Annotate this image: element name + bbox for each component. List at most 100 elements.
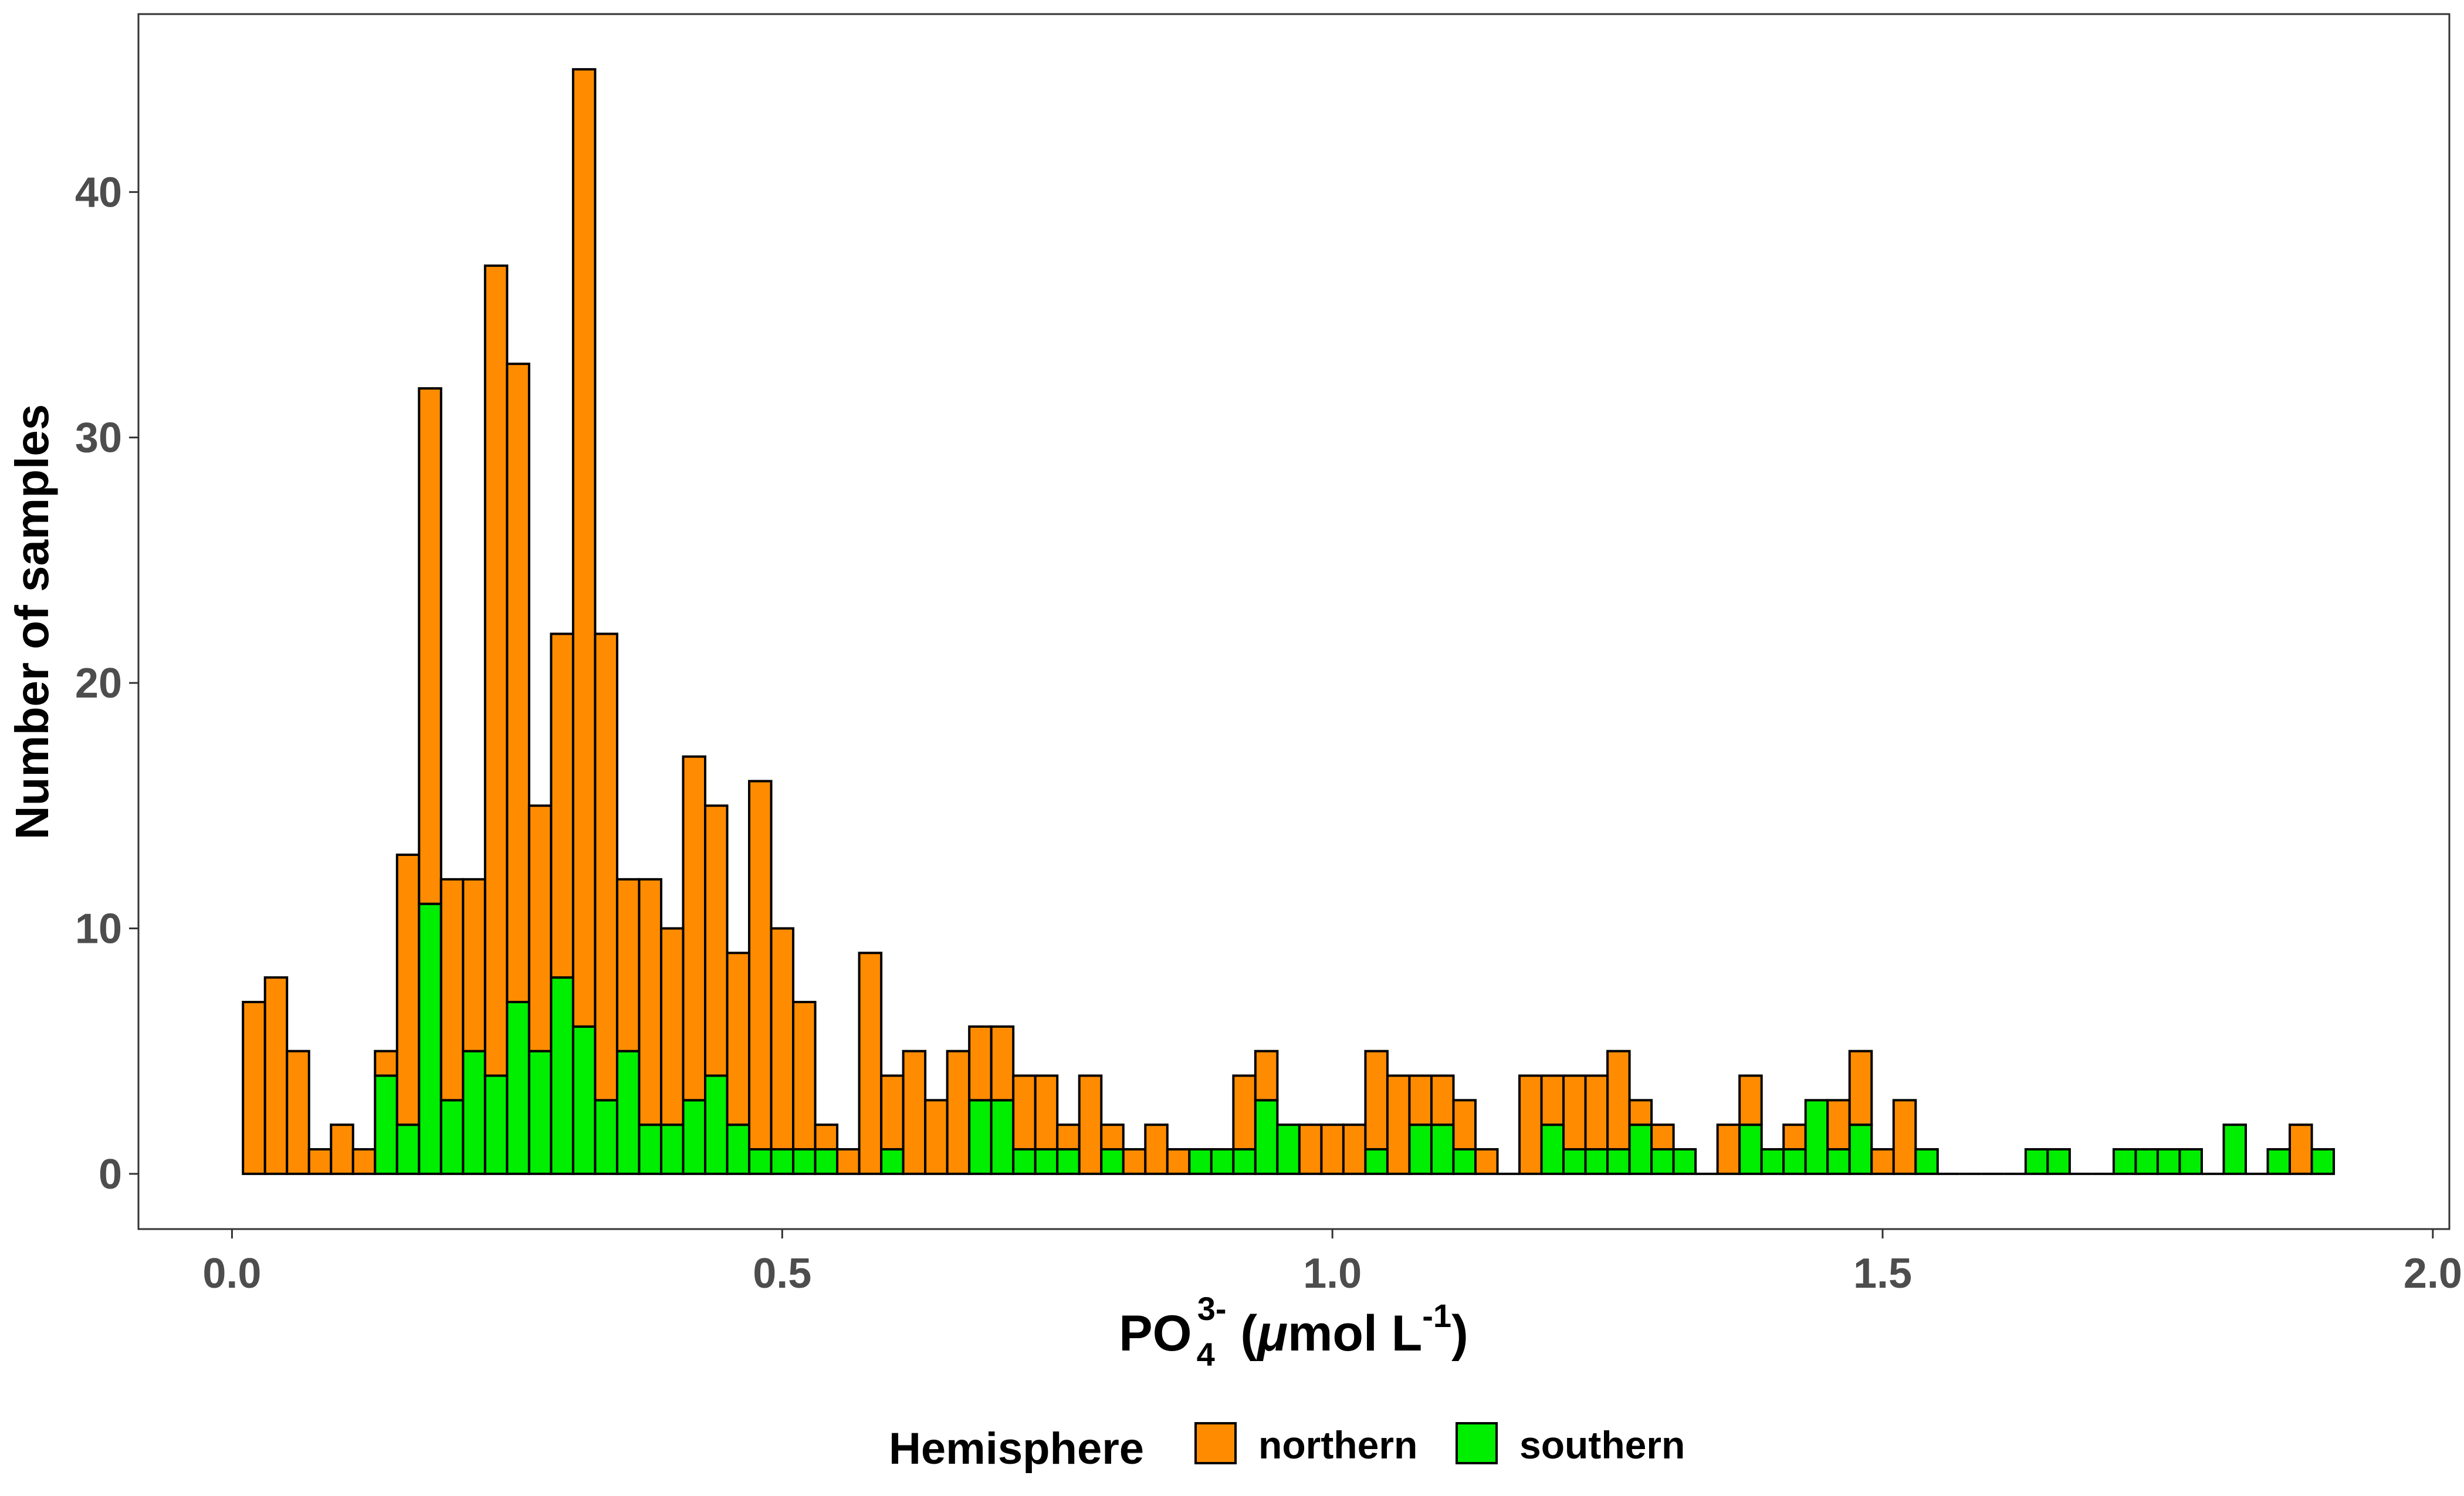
bar-southern [1804,1099,1829,1175]
bar-northern [307,1148,333,1175]
bar-northern [836,1148,861,1175]
bar-northern [1452,1099,1477,1151]
bar-northern [726,952,751,1126]
bar-northern [1078,1074,1103,1175]
y-tick-label: 40 [75,169,122,216]
bar-southern [2112,1148,2137,1175]
bar-southern [550,976,574,1175]
bar-northern [263,976,289,1175]
bar-northern [1100,1123,1125,1151]
bar-northern [659,927,685,1126]
bar-southern [1276,1123,1301,1175]
bar-southern [439,1099,465,1175]
bar-northern [351,1148,377,1175]
bar-northern [968,1025,993,1102]
bar-southern [2046,1148,2071,1175]
bar-southern [1826,1148,1851,1175]
legend-swatch-northern [1194,1422,1237,1464]
bar-northern [462,878,486,1052]
plot-border [137,13,2451,1230]
bar-southern [1210,1148,1235,1175]
bar-southern [1848,1123,1873,1175]
bar-southern [2024,1148,2049,1175]
bar-northern [1716,1123,1741,1175]
bar-northern [1562,1074,1587,1151]
bar-northern [1408,1074,1433,1126]
bar-southern [1034,1148,1059,1175]
bar-northern [483,264,509,1077]
bar-northern [1782,1123,1807,1151]
bar-southern [1650,1148,1675,1175]
bar-northern [902,1050,927,1175]
bar-northern [1320,1123,1345,1175]
bar-southern [2134,1148,2159,1175]
bar-southern [1452,1148,1477,1175]
bar-northern [615,878,641,1052]
ticks-layer: 0 10 20 30 40 0.0 0.5 1.0 1.5 2.0 [75,169,2462,1297]
bar-northern [1122,1148,1147,1175]
bar-southern [968,1099,993,1175]
bar-southern [1628,1123,1653,1175]
x-tick-label: 0.5 [753,1250,811,1297]
bar-northern [880,1074,905,1151]
bar-northern [1056,1123,1081,1151]
bar-southern [1606,1148,1631,1175]
y-tick-label: 10 [75,905,122,952]
bar-southern [2178,1148,2203,1175]
bar-southern [2310,1148,2336,1175]
bar-northern [703,804,729,1077]
bar-northern [439,878,465,1102]
bar-northern [571,68,597,1028]
bar-northern [1012,1074,1037,1151]
bar-southern [1188,1148,1213,1175]
bar-northern [792,1000,817,1151]
x-tick-label: 1.5 [1853,1250,1912,1297]
bar-northern [1892,1099,1917,1175]
bar-northern [1298,1123,1323,1175]
bar-northern [330,1123,354,1175]
bar-southern [703,1074,729,1175]
bar-northern [1254,1050,1279,1102]
x-axis-unit-mid: mol L [1288,1305,1422,1362]
legend-title: Hemisphere [889,1424,1144,1474]
x-axis-title: PO 4 3- (μmol L-1) [1119,1290,1468,1373]
bar-southern [638,1123,662,1175]
bar-northern [1386,1074,1411,1175]
bar-southern [2222,1123,2247,1175]
bar-southern [1738,1123,1763,1175]
bar-northern [1628,1099,1653,1126]
bar-northern [1144,1123,1169,1175]
bar-northern [1738,1074,1763,1126]
bar-northern [858,952,883,1175]
legend: Hemisphere northern southern [889,1422,1685,1474]
legend-label-southern: southern [1519,1423,1685,1467]
bar-southern [1012,1148,1037,1175]
bar-northern [395,853,421,1126]
bar-northern [527,804,553,1052]
bar-northern [1826,1099,1851,1151]
bar-southern [418,902,442,1175]
y-tick-label: 30 [75,415,122,462]
bar-southern [1364,1148,1389,1175]
bar-southern [770,1148,795,1175]
bar-southern [990,1099,1015,1175]
bar-northern [924,1099,949,1175]
bar-southern [682,1099,706,1175]
bar-northern [2289,1123,2313,1175]
bar-southern [880,1148,905,1175]
x-tick-label: 0.0 [202,1250,261,1297]
x-axis-sub: 4 [1197,1336,1215,1373]
legend-swatch-southern [1456,1422,1498,1464]
bar-northern [682,755,706,1102]
x-axis-unit-open: ( [1227,1305,1258,1362]
bar-southern [571,1025,597,1175]
bar-northern [1166,1148,1191,1175]
bar-southern [1430,1123,1455,1175]
bar-southern [1914,1148,1939,1175]
bar-southern [659,1123,685,1175]
bar-northern [770,927,795,1151]
bar-northern [286,1050,310,1175]
bar-southern [462,1050,486,1175]
bar-northern [1650,1123,1675,1151]
